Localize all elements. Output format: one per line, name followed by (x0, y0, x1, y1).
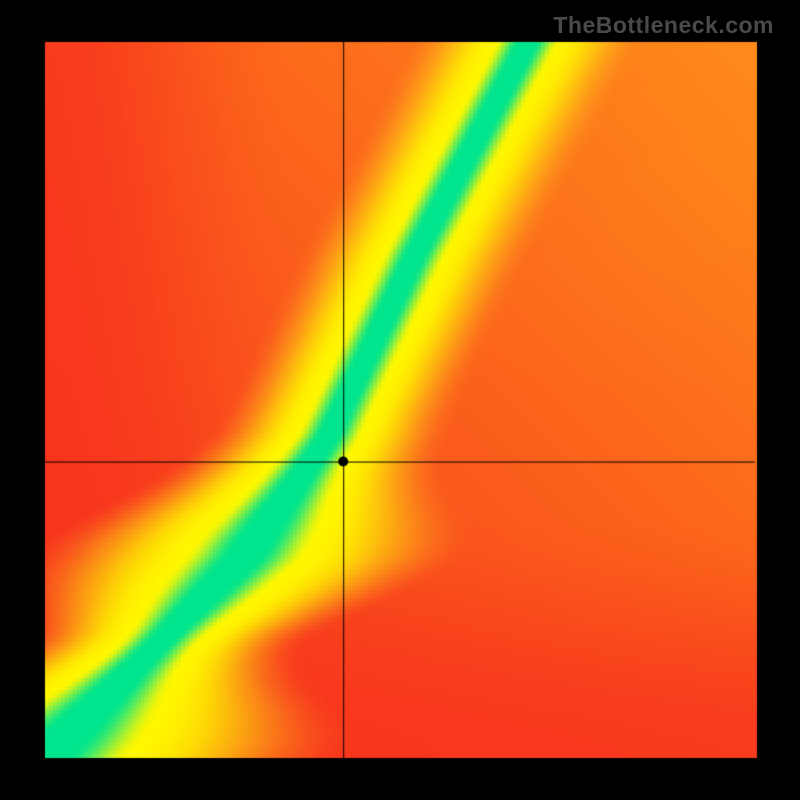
heatmap-canvas (0, 0, 800, 800)
watermark-text: TheBottleneck.com (553, 12, 774, 39)
chart-frame: { "watermark": { "text": "TheBottleneck.… (0, 0, 800, 800)
